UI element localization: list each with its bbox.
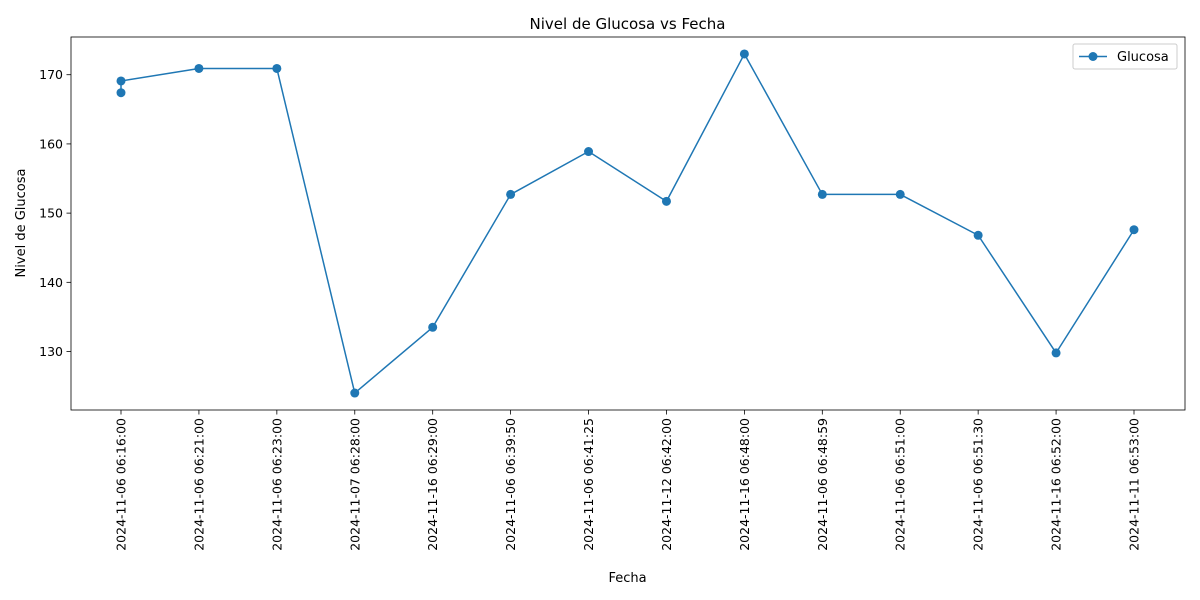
x-tick-label: 2024-11-16 06:48:00 [737,418,752,551]
x-tick-label: 2024-11-12 06:42:00 [659,418,674,551]
x-tick-label: 2024-11-06 06:51:30 [971,418,986,551]
x-tick-label: 2024-11-16 06:52:00 [1049,418,1064,551]
legend: Glucosa [1072,43,1178,70]
x-axis-label: Fecha [608,571,646,586]
x-tick-label: 2024-11-16 06:29:00 [425,418,440,551]
legend-marker-swatch [1088,52,1098,61]
x-tick-label: 2024-11-11 06:53:00 [1127,418,1142,551]
y-axis-label: Nivel de Glucosa [14,169,29,278]
data-point [194,63,204,73]
data-point [506,189,516,199]
data-point [272,63,282,73]
data-point [1051,348,1061,358]
data-point [973,230,983,240]
y-tick-label: 150 [39,206,63,221]
legend-entry-label: Glucosa [1117,50,1169,65]
data-point [584,147,594,157]
x-tick-label: 2024-11-07 06:28:00 [347,418,362,551]
y-tick-label: 140 [39,275,63,290]
x-tick-label: 2024-11-06 06:39:50 [503,418,518,551]
x-tick-label: 2024-11-06 06:41:25 [581,418,596,551]
legend-box [1072,43,1178,70]
ticks-layer: 2024-11-06 06:16:00 2024-11-06 06:21:00 20… [39,67,1141,551]
x-tick-label: 2024-11-06 06:51:00 [893,418,908,551]
y-tick-label: 160 [39,136,63,151]
data-point [116,88,126,98]
x-tick-label: 2024-11-06 06:21:00 [191,418,206,551]
axes-frame [70,36,1186,411]
x-tick-label: 2024-11-06 06:23:00 [269,418,284,551]
series-line [120,53,1135,394]
data-point [116,76,126,86]
data-point [350,388,360,398]
data-point [661,196,671,206]
chart-title: Nivel de Glucosa vs Fecha [530,15,726,33]
x-tick-label: 2024-11-06 06:16:00 [114,418,129,551]
data-point [817,189,827,199]
data-point [739,49,749,59]
data-point [1129,225,1139,235]
data-point [895,189,905,199]
y-tick-label: 170 [39,67,63,82]
data-point [428,322,438,332]
plot-area-border [70,36,1186,411]
x-tick-label: 2024-11-06 06:48:59 [815,418,830,551]
series-layer [116,49,1139,398]
y-tick-label: 130 [39,344,63,359]
